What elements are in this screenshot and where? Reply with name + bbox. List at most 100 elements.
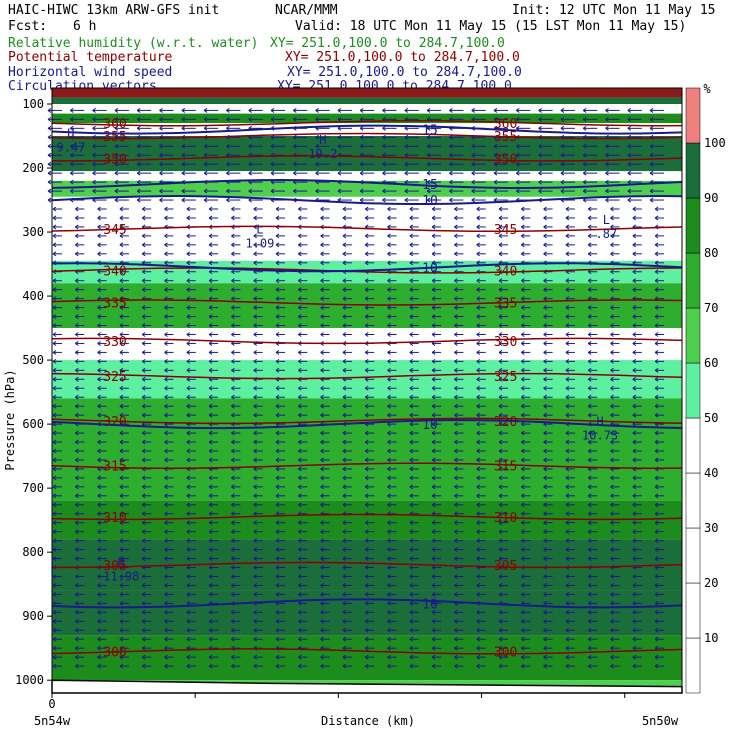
vector-arrow-head xyxy=(231,367,235,373)
vector-arrow-head xyxy=(364,538,369,544)
vector-arrow-head xyxy=(364,627,369,633)
vector-arrow-head xyxy=(208,457,213,463)
vector-arrow-head xyxy=(654,529,659,535)
vector-arrow-head xyxy=(516,116,520,122)
vector-arrow-head xyxy=(521,206,525,212)
vector-arrow-head xyxy=(320,242,324,248)
theta-contour-label: 305 xyxy=(103,559,126,574)
vector-arrow-head xyxy=(654,349,659,355)
vector-arrow-head xyxy=(632,663,637,669)
vector-arrow-head xyxy=(387,403,391,409)
vector-arrow-head xyxy=(409,484,414,490)
vector-arrow-head xyxy=(136,107,141,113)
vector-arrow-head xyxy=(97,323,101,328)
vector-arrow-head xyxy=(164,502,168,508)
vector-arrow-head xyxy=(498,287,503,293)
vector-arrow-head xyxy=(119,654,124,660)
vector-arrow-head xyxy=(476,376,480,382)
colorbar-cell xyxy=(685,417,701,474)
vector-arrow-head xyxy=(431,251,436,257)
vector-arrow-head xyxy=(627,161,632,167)
vector-arrow-head xyxy=(52,403,57,409)
vector-arrow-head xyxy=(159,188,163,194)
vector-arrow-head xyxy=(75,475,79,481)
vector-arrow-head xyxy=(454,556,458,561)
vector-arrow-head xyxy=(298,618,302,624)
vector-arrow-head xyxy=(119,556,124,561)
vector-arrow-head xyxy=(387,636,391,642)
vector-arrow-head xyxy=(97,448,101,454)
vector-arrow-head xyxy=(186,627,191,633)
vector-arrow-head xyxy=(75,529,79,535)
vector-arrow-head xyxy=(409,358,414,364)
vector-arrow-head xyxy=(632,538,637,544)
vector-arrow-head xyxy=(587,448,592,454)
vector-arrow-head xyxy=(141,206,146,212)
vector-arrow-head xyxy=(119,475,124,481)
vector-arrow-head xyxy=(275,466,280,472)
vector-arrow-head xyxy=(186,529,191,535)
vector-arrow-head xyxy=(409,618,414,624)
vector-arrow-head xyxy=(342,403,347,409)
vector-arrow-head xyxy=(498,305,503,311)
vector-arrow-head xyxy=(582,188,587,194)
vector-arrow-head xyxy=(298,367,302,373)
vector-arrow-head xyxy=(610,206,614,212)
vector-arrow-head xyxy=(543,556,547,561)
vector-arrow-head xyxy=(627,170,632,176)
vector-arrow-head xyxy=(543,233,547,239)
vector-arrow-head xyxy=(387,493,391,499)
vector-arrow-head xyxy=(75,224,79,230)
vector-arrow-head xyxy=(565,394,570,400)
vector-arrow-head xyxy=(359,134,364,140)
vector-arrow-head xyxy=(248,170,252,176)
vector-arrow-head xyxy=(565,305,570,311)
theta-contour-label: 345 xyxy=(103,223,126,238)
vector-arrow-head xyxy=(253,475,257,481)
vector-arrow-head xyxy=(359,170,364,176)
vector-arrow-head xyxy=(364,296,369,302)
vector-arrow-head xyxy=(498,618,503,624)
y-tick-label: 700 xyxy=(22,481,44,495)
vector-arrow-head xyxy=(454,547,458,553)
vector-arrow-head xyxy=(52,583,57,588)
vector-arrow-head xyxy=(543,609,547,615)
vector-arrow-head xyxy=(610,645,614,651)
vector-arrow-head xyxy=(75,583,79,588)
vector-arrow-head xyxy=(164,484,168,490)
vector-arrow-head xyxy=(114,116,119,122)
vector-arrow-head xyxy=(454,341,458,346)
vector-arrow-head xyxy=(208,341,213,346)
vector-arrow-head xyxy=(387,296,391,302)
vector-arrow-head xyxy=(298,663,302,669)
vector-arrow-head xyxy=(565,457,570,463)
vector-arrow-head xyxy=(75,520,79,526)
vector-arrow-head xyxy=(298,636,302,642)
vector-arrow-head xyxy=(359,197,364,203)
vector-arrow-head xyxy=(119,251,124,257)
vector-arrow-head xyxy=(610,448,614,454)
vector-arrow-head xyxy=(293,170,297,176)
vector-arrow-head xyxy=(431,358,436,364)
vector-arrow-head xyxy=(426,170,431,176)
vector-arrow-head xyxy=(654,556,659,561)
vector-arrow-head xyxy=(92,161,96,167)
vector-arrow-head xyxy=(543,574,547,579)
vector-arrow-head xyxy=(454,529,458,535)
vector-arrow-head xyxy=(565,403,570,409)
vector-arrow-head xyxy=(320,502,324,508)
vector-arrow-head xyxy=(52,358,57,364)
vector-arrow-head xyxy=(409,475,414,481)
vector-arrow-head xyxy=(203,125,208,131)
vector-arrow-head xyxy=(587,403,592,409)
vector-arrow-head xyxy=(476,403,480,409)
vector-arrow-head xyxy=(387,556,391,561)
vector-arrow-head xyxy=(565,314,570,319)
vector-arrow-head xyxy=(119,394,124,400)
vector-arrow-head xyxy=(565,591,570,597)
vector-arrow-head xyxy=(516,143,520,149)
vector-arrow-head xyxy=(298,448,302,454)
vector-arrow-head xyxy=(654,215,659,221)
vector-arrow-head xyxy=(409,466,414,472)
vector-arrow-head xyxy=(320,430,324,436)
